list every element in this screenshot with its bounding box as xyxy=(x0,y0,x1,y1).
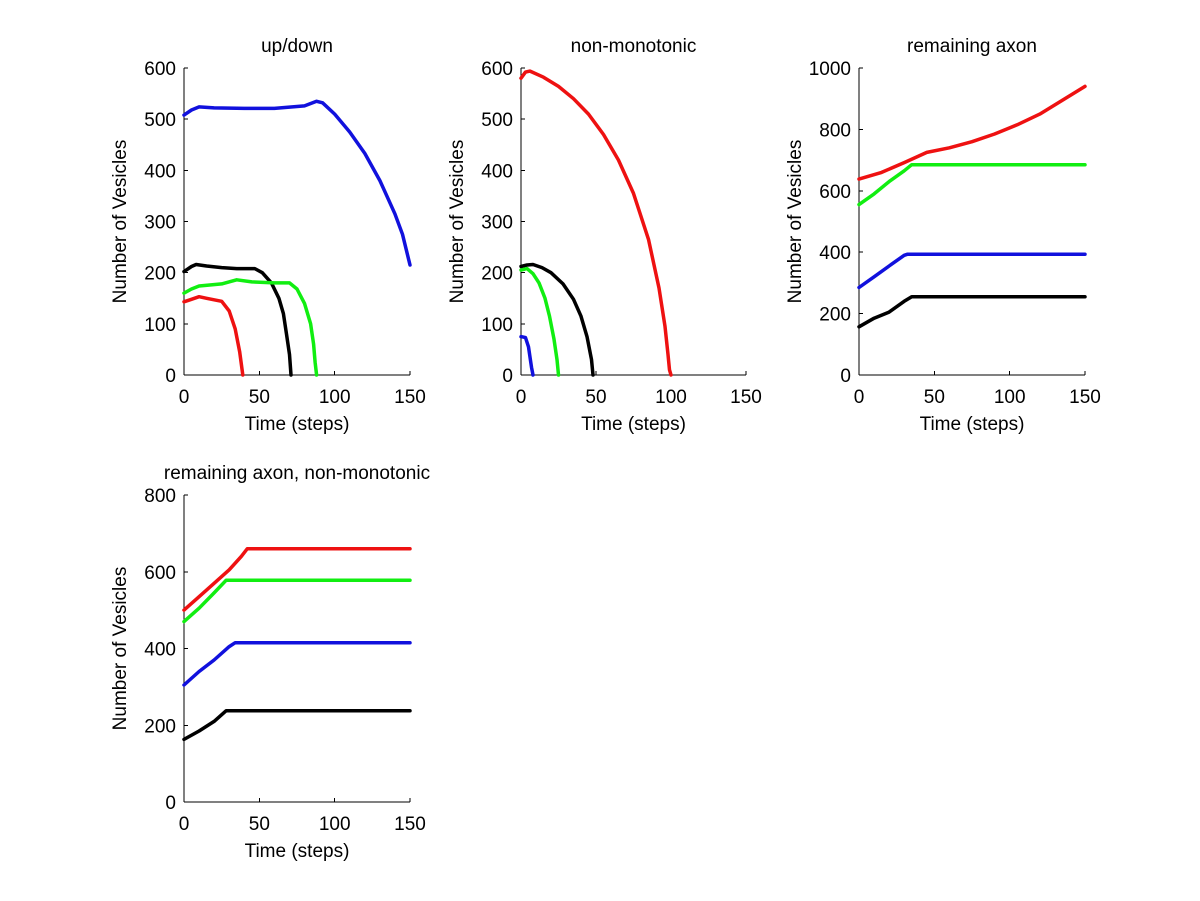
x-tick-label: 100 xyxy=(319,814,351,835)
y-axis-label: Number of Vesicles xyxy=(110,140,131,304)
series-line-blue xyxy=(519,334,535,377)
x-tick-label: 50 xyxy=(585,387,606,408)
series-line-red xyxy=(182,294,245,377)
series-line-red xyxy=(857,84,1087,181)
chart-title: remaining axon xyxy=(907,36,1037,57)
y-tick-label: 600 xyxy=(144,59,176,80)
series-line-blue xyxy=(182,99,412,267)
y-tick-label: 400 xyxy=(144,161,176,182)
x-tick-label: 50 xyxy=(249,387,270,408)
y-axis-label: Number of Vesicles xyxy=(785,140,806,304)
y-tick-label: 0 xyxy=(502,366,513,387)
y-tick-label: 300 xyxy=(144,213,176,234)
panel-non-monotonic: 0 50 100 150 0 100 200 300 400 500 600 non-monotoni… xyxy=(447,36,762,435)
x-tick-label: 150 xyxy=(1069,387,1101,408)
series-line-green xyxy=(857,162,1087,207)
series-line-red xyxy=(182,546,412,612)
series-line-black xyxy=(182,262,293,377)
x-axis-label: Time (steps) xyxy=(920,414,1025,435)
panel-remaining-axon: 0 50 100 150 0 200 400 600 800 1000 remaining axon… xyxy=(785,36,1101,435)
x-tick-label: 0 xyxy=(516,387,527,408)
y-tick-label: 200 xyxy=(144,264,176,285)
y-tick-label: 300 xyxy=(481,213,513,234)
chart-title: non-monotonic xyxy=(571,36,697,57)
y-tick-label: 100 xyxy=(481,315,513,336)
chart-title: remaining axon, non-monotonic xyxy=(164,463,430,484)
x-axis-label: Time (steps) xyxy=(581,414,686,435)
x-tick-label: 0 xyxy=(854,387,865,408)
y-tick-label: 1000 xyxy=(809,59,851,80)
x-tick-label: 150 xyxy=(394,387,426,408)
y-tick-label: 800 xyxy=(819,120,851,141)
x-tick-label: 0 xyxy=(179,387,190,408)
x-tick-label: 150 xyxy=(730,387,762,408)
y-tick-label: 400 xyxy=(819,243,851,264)
series-line-green xyxy=(182,578,412,624)
y-tick-label: 0 xyxy=(165,793,176,814)
y-tick-label: 600 xyxy=(819,182,851,203)
y-tick-label: 200 xyxy=(144,716,176,737)
y-tick-label: 600 xyxy=(144,563,176,584)
x-tick-label: 0 xyxy=(179,814,190,835)
y-tick-label: 400 xyxy=(481,161,513,182)
x-tick-label: 100 xyxy=(319,387,351,408)
y-tick-label: 0 xyxy=(840,366,851,387)
x-tick-label: 50 xyxy=(924,387,945,408)
y-tick-label: 800 xyxy=(144,486,176,507)
x-tick-label: 100 xyxy=(655,387,687,408)
x-tick-label: 100 xyxy=(994,387,1026,408)
series-line-green xyxy=(519,266,561,377)
y-tick-label: 200 xyxy=(481,264,513,285)
series-line-black xyxy=(182,708,412,742)
y-tick-label: 200 xyxy=(819,305,851,326)
series-line-black xyxy=(857,294,1087,329)
y-axis-label: Number of Vesicles xyxy=(447,140,468,304)
x-tick-label: 150 xyxy=(394,814,426,835)
y-tick-label: 100 xyxy=(144,315,176,336)
series-line-blue xyxy=(182,640,412,687)
series-line-green xyxy=(182,278,319,377)
series-line-black xyxy=(519,262,595,377)
y-axis-label: Number of Vesicles xyxy=(110,567,131,731)
y-tick-label: 500 xyxy=(481,110,513,131)
y-tick-label: 600 xyxy=(481,59,513,80)
x-tick-label: 50 xyxy=(249,814,270,835)
series-line-red xyxy=(519,69,673,377)
panel-up-down: 0 50 100 150 0 100 200 300 400 500 600 up/down Time … xyxy=(110,36,426,435)
y-tick-label: 500 xyxy=(144,110,176,131)
y-tick-label: 0 xyxy=(165,366,176,387)
chart-title: up/down xyxy=(261,36,333,57)
x-axis-label: Time (steps) xyxy=(245,841,350,862)
x-axis-label: Time (steps) xyxy=(245,414,350,435)
y-tick-label: 400 xyxy=(144,640,176,661)
series-line-blue xyxy=(857,252,1087,290)
